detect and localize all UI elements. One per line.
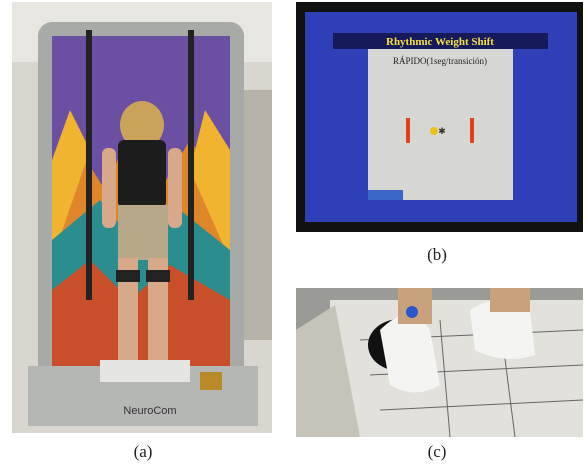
panel-label: (c)	[428, 442, 447, 461]
brand-text: NeuroCom	[123, 405, 176, 417]
photo-c	[296, 288, 583, 437]
figure: NeuroCom (a) Rhythmic Weight Shift RÁPID…	[0, 0, 588, 465]
svg-text:✱: ✱	[438, 126, 446, 136]
screen-title: Rhythmic Weight Shift	[386, 36, 494, 48]
panel-label: (a)	[134, 442, 153, 461]
panel-label: (b)	[427, 245, 447, 264]
screen-b: Rhythmic Weight Shift RÁPIDO(1seg/transi…	[296, 2, 583, 232]
screen-subtitle: RÁPIDO(1seg/transición)	[393, 56, 487, 66]
photo-a: NeuroCom	[12, 2, 272, 433]
